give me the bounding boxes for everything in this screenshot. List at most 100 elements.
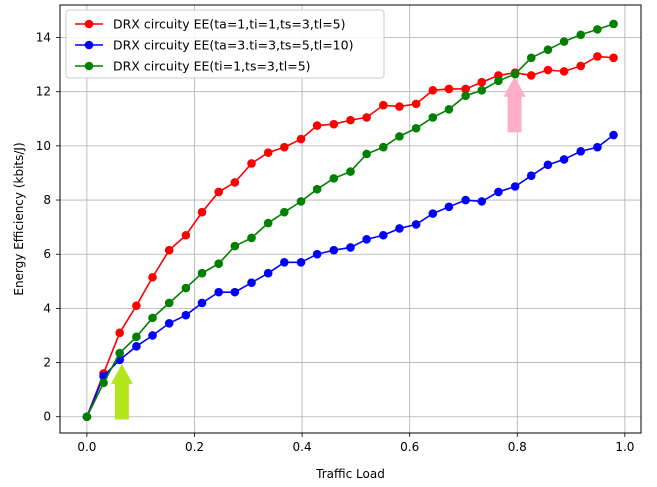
x-axis-ticks: 0.0 0.2 0.4 0.6 0.8 1.0 [77,433,634,454]
data-point [230,178,240,187]
legend-box [65,9,385,79]
annotations [110,76,526,420]
data-point [395,132,404,141]
data-point [379,142,388,152]
data-point [362,149,371,159]
y-axis-ticks: 0 2 4 6 8 10 12 14 [36,31,60,424]
data-point [296,197,306,206]
y-tick-label: 10 [36,139,51,153]
plot-frame [59,4,642,434]
data-point [197,298,207,308]
data-point [510,182,520,191]
data-point [230,287,240,297]
data-point [494,187,503,197]
data-point [263,218,273,228]
data-point [477,86,487,95]
data-point [526,53,536,63]
annotation-arrow [110,363,133,420]
data-point [346,243,355,252]
data-point [181,310,191,320]
data-point [132,342,141,351]
data-point [428,86,438,95]
data-point [214,259,223,268]
legend-marker [84,61,94,71]
legend-entry: DRX circuity EE(ti=1,ts=3,tl=5) [75,59,311,74]
legend: DRX circuity EE(ta=1,ti=1,ts=3,tl=5) DRX … [65,9,385,79]
data-point [164,298,174,308]
data-point [115,328,125,338]
legend-marker [84,40,94,50]
y-tick-label: 4 [43,301,51,315]
series-3 [82,19,618,422]
y-tick-label: 14 [36,31,51,45]
data-point [428,209,438,218]
data-point [477,77,487,87]
y-axis-label: Energy Efficiency (kbits/J) [12,142,26,295]
data-point [395,102,404,111]
data-point [312,121,322,130]
data-point [444,104,454,114]
data-point [263,268,273,278]
data-point [543,160,553,170]
data-point [576,30,586,40]
data-point [461,91,470,101]
data-point [576,61,586,71]
data-point [494,76,503,86]
series-2 [82,130,618,422]
legend-label: DRX circuity EE(ta=1,ti=1,ts=3,tl=5) [113,17,346,32]
data-point [411,99,421,109]
legend-entry: DRX circuity EE(ta=1,ti=1,ts=3,tl=5) [75,17,346,32]
data-point [312,184,322,194]
data-point [181,230,191,240]
y-tick-label: 6 [43,247,51,261]
data-point [609,130,618,140]
data-point [148,331,157,340]
data-point [148,272,157,282]
x-tick-label: 0.4 [293,440,312,454]
data-point [543,65,553,75]
data-point [280,142,289,152]
data-point [247,233,256,243]
data-point [461,84,470,94]
data-point [132,332,141,342]
y-tick-label: 12 [36,85,51,99]
data-point [379,230,388,240]
legend-label: DRX circuity EE(ti=1,ts=3,tl=5) [113,59,311,74]
annotation-arrow [503,76,526,133]
data-point [280,207,289,217]
data-point [214,187,223,197]
data-point [132,301,141,310]
data-point [247,278,256,287]
data-point [362,113,371,122]
data-point [329,174,339,183]
x-axis-label: Traffic Load [315,467,385,481]
data-point [214,287,223,297]
data-point [148,313,157,323]
data-point [477,197,487,206]
data-point [115,348,125,358]
data-point [444,84,454,94]
data-point [510,69,520,79]
data-point [280,258,289,267]
legend-entry: DRX circuity EE(ta=3.ti=3,ts=5,tl=10) [75,38,353,53]
x-tick-label: 1.0 [615,440,634,454]
series-group [82,19,618,422]
data-point [411,123,421,133]
data-point [593,52,602,61]
data-point [164,318,174,328]
data-point [609,53,618,63]
legend-label: DRX circuity EE(ta=3.ti=3,ts=5,tl=10) [113,38,353,53]
data-point [296,134,306,144]
data-point [329,245,339,255]
data-point [379,100,388,110]
data-point [346,115,355,125]
y-tick-label: 0 [43,410,51,424]
data-point [395,224,404,233]
data-point [164,245,174,255]
data-point [296,258,306,267]
y-tick-label: 2 [43,356,51,370]
data-point [99,378,108,388]
data-point [559,37,569,46]
